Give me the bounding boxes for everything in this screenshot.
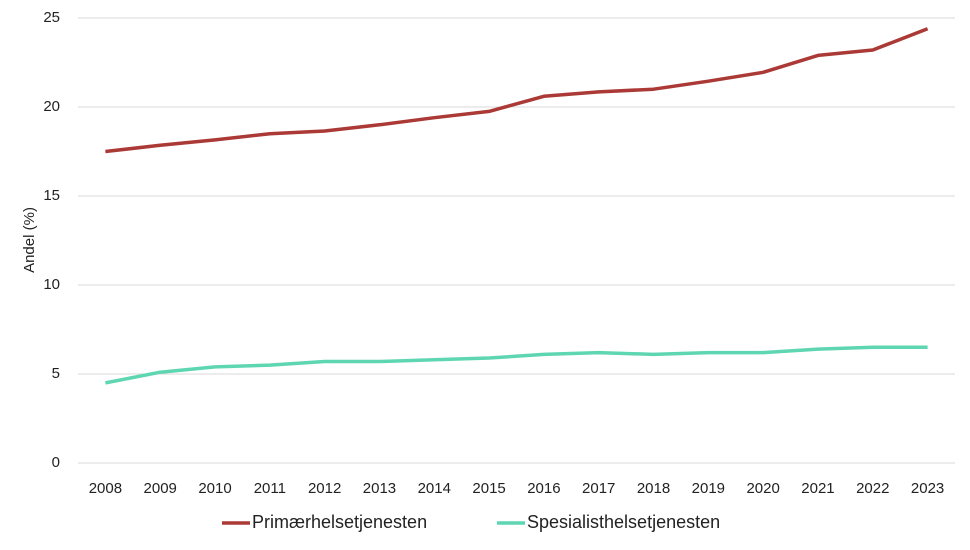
y-tick-label: 25 [43,9,60,26]
y-tick-label: 15 [43,187,60,204]
x-tick-label: 2014 [418,480,451,497]
x-tick-label: 2023 [911,480,944,497]
x-tick-label: 2012 [308,480,341,497]
x-tick-label: 2010 [198,480,231,497]
legend-label: Spesialisthelsetjenesten [527,512,720,532]
x-tick-label: 2019 [692,480,725,497]
x-tick-label: 2017 [582,480,615,497]
y-tick-label: 0 [52,454,60,471]
x-tick-label: 2009 [144,480,177,497]
legend-label: Primærhelsetjenesten [252,512,427,532]
y-tick-label: 5 [52,365,60,382]
x-tick-label: 2016 [527,480,560,497]
line [105,345,928,385]
x-tick-label: 2008 [89,480,122,497]
x-tick-label: 2022 [856,480,889,497]
y-tick-label: 20 [43,98,60,115]
line [105,27,929,154]
y-tick-label: 10 [43,276,60,293]
x-tick-label: 2021 [801,480,834,497]
x-tick-label: 2020 [746,480,779,497]
x-tick-label: 2013 [363,480,396,497]
x-tick-label: 2015 [472,480,505,497]
x-tick-label: 2011 [254,480,286,497]
y-axis-label: Andel (%) [21,207,38,273]
x-tick-label: 2018 [637,480,670,497]
